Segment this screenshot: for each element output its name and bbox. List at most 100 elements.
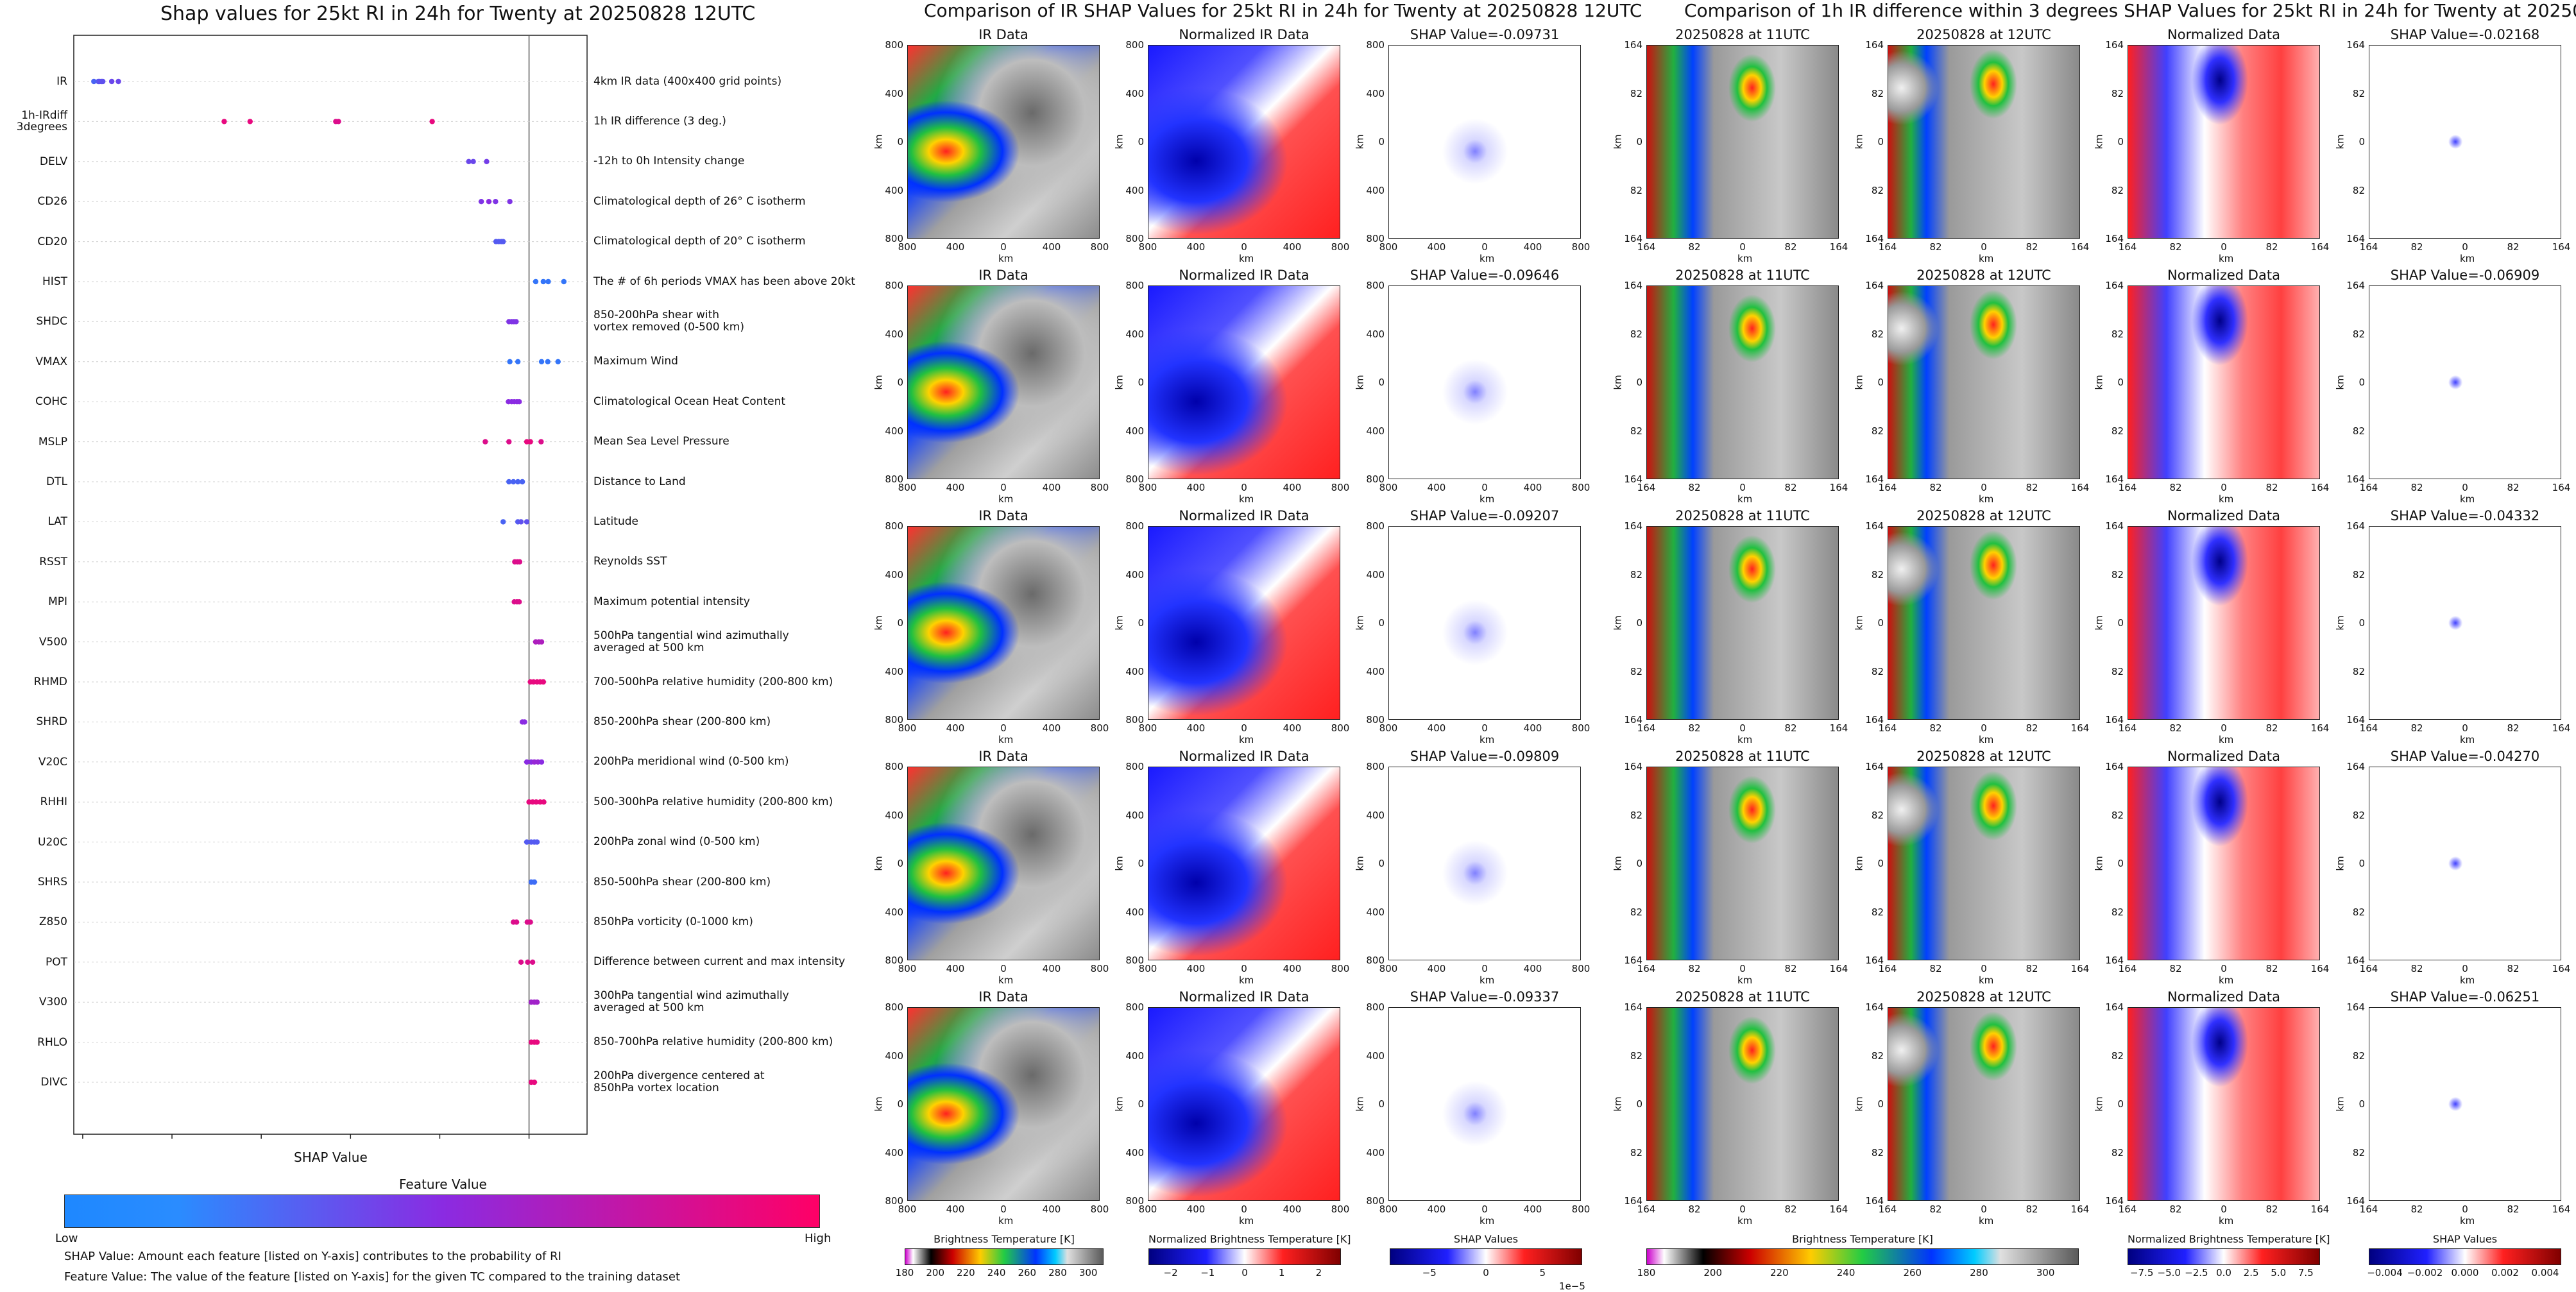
y-tick-label: 400 [1125,809,1144,821]
x-tick-label: 164 [2359,241,2378,253]
colorbar-low-label: Low [55,1232,78,1245]
x-tick-label: 0 [1000,241,1007,253]
x-tick-label: 800 [1090,241,1109,253]
x-tick-label: 400 [1427,722,1446,734]
colorbar-tick-label: 1 [1278,1267,1285,1279]
panel-title: SHAP Value=-0.04270 [2390,749,2540,764]
feature-label: RHMD [33,676,67,688]
colorbar-tick-label: 0.000 [2451,1267,2479,1279]
shap-point [524,519,530,525]
shap-point [516,559,523,565]
colorbar-tick-label: 280 [1970,1267,1988,1279]
x-tick-label: 164 [2552,963,2571,974]
x-tick-label: 400 [1427,482,1446,493]
x-tick-label: 800 [898,241,917,253]
y-tick-label: 400 [885,665,903,677]
heatmap-panel [907,767,1100,960]
y-tick-label: 82 [2111,1146,2124,1159]
heatmap-panel [2369,285,2561,479]
y-tick-label: 164 [1865,761,1884,772]
shap-point [466,158,472,164]
x-tick-label: 82 [2265,963,2278,974]
y-tick-label: 800 [885,761,903,772]
heatmap-panel [1888,526,2080,720]
y-tick-label: 0 [1877,617,1884,629]
x-tick-label: 164 [1878,1203,1897,1215]
feature-label: DELV [39,155,67,168]
panel-title: SHAP Value=-0.09207 [1410,508,1560,523]
x-axis-label: km [998,734,1014,745]
y-tick-label: 400 [1366,87,1385,99]
x-tick-label: 800 [898,482,917,493]
x-tick-label: 164 [2359,1203,2378,1215]
x-tick-label: 0 [1000,1203,1007,1215]
y-axis-label: km [1853,615,1865,631]
y-tick-label: 400 [1125,1050,1144,1062]
colorbar-tick-label: −5.0 [2157,1267,2181,1279]
y-tick-label: 164 [1865,714,1884,726]
y-tick-label: 400 [1366,328,1385,340]
shap-point [429,119,435,124]
y-axis-label: km [2093,134,2105,149]
y-tick-label: 0 [1378,858,1385,869]
x-tick-label: 0 [1739,722,1746,734]
x-tick-label: 400 [1283,963,1302,974]
heatmap-panel [2369,45,2561,239]
colorbar-tick-label: 200 [926,1267,944,1279]
y-tick-label: 82 [1630,328,1642,340]
x-tick-label: 800 [1138,241,1157,253]
feature-label: Z850 [38,915,67,929]
shap-point [518,959,524,965]
feature-label: SHRS [37,876,67,888]
y-tick-label: 164 [1624,761,1642,772]
y-tick-label: 400 [1366,184,1385,196]
y-tick-label: 800 [1366,280,1385,291]
x-tick-label: 800 [1138,722,1157,734]
shap-point [541,799,547,805]
y-tick-label: 164 [2346,520,2365,532]
y-tick-label: 800 [1125,955,1144,966]
y-tick-label: 0 [897,858,903,869]
shap-point [545,278,551,285]
feature-label: HIST [42,275,67,288]
feature-description: 200hPa divergence centered at 850hPa vor… [593,1069,765,1094]
x-tick-label: 82 [2169,963,2182,974]
x-axis-label: km [1480,493,1495,505]
y-tick-label: 800 [1125,233,1144,244]
y-tick-label: 82 [2352,568,2365,581]
feature-description: Reynolds SST [593,555,667,568]
x-axis-label: km [1979,974,1994,986]
x-tick-label: 800 [1331,241,1350,253]
panel-title: Normalized IR Data [1179,27,1309,42]
x-tick-label: 82 [2026,1203,2038,1215]
feature-description: Climatological Ocean Heat Content [593,395,786,408]
shap-point [470,158,476,164]
shap-point [534,999,540,1005]
x-tick-label: 82 [1784,241,1797,253]
x-tick-label: 82 [2026,482,2038,493]
heatmap-panel [1888,1007,2080,1201]
y-tick-label: 82 [1871,1146,1884,1159]
y-tick-label: 82 [1630,568,1642,581]
y-axis-label: km [1612,375,1624,390]
y-axis-label: km [2334,856,2346,871]
x-tick-label: 82 [1929,241,1942,253]
x-tick-label: 0 [1241,241,1247,253]
heatmap-panel [2369,526,2561,720]
x-tick-label: 400 [1186,482,1206,493]
panel-title: 20250828 at 11UTC [1675,508,1810,523]
y-tick-label: 164 [1624,473,1642,485]
y-tick-label: 400 [1125,184,1144,196]
colorbar-tick-label: −2 [1163,1267,1178,1279]
y-tick-label: 164 [1624,955,1642,966]
heatmap-panel [907,1007,1100,1201]
x-axis-label: km [1737,493,1753,505]
feature-description: Mean Sea Level Pressure [593,435,729,448]
x-tick-label: 400 [1523,482,1542,493]
shap-point [519,479,525,485]
x-tick-label: 400 [1523,1203,1542,1215]
shap-point [545,359,550,364]
x-tick-label: 0 [1981,722,1987,734]
y-tick-label: 0 [2358,377,2365,388]
x-tick-label: 0 [1481,963,1488,974]
